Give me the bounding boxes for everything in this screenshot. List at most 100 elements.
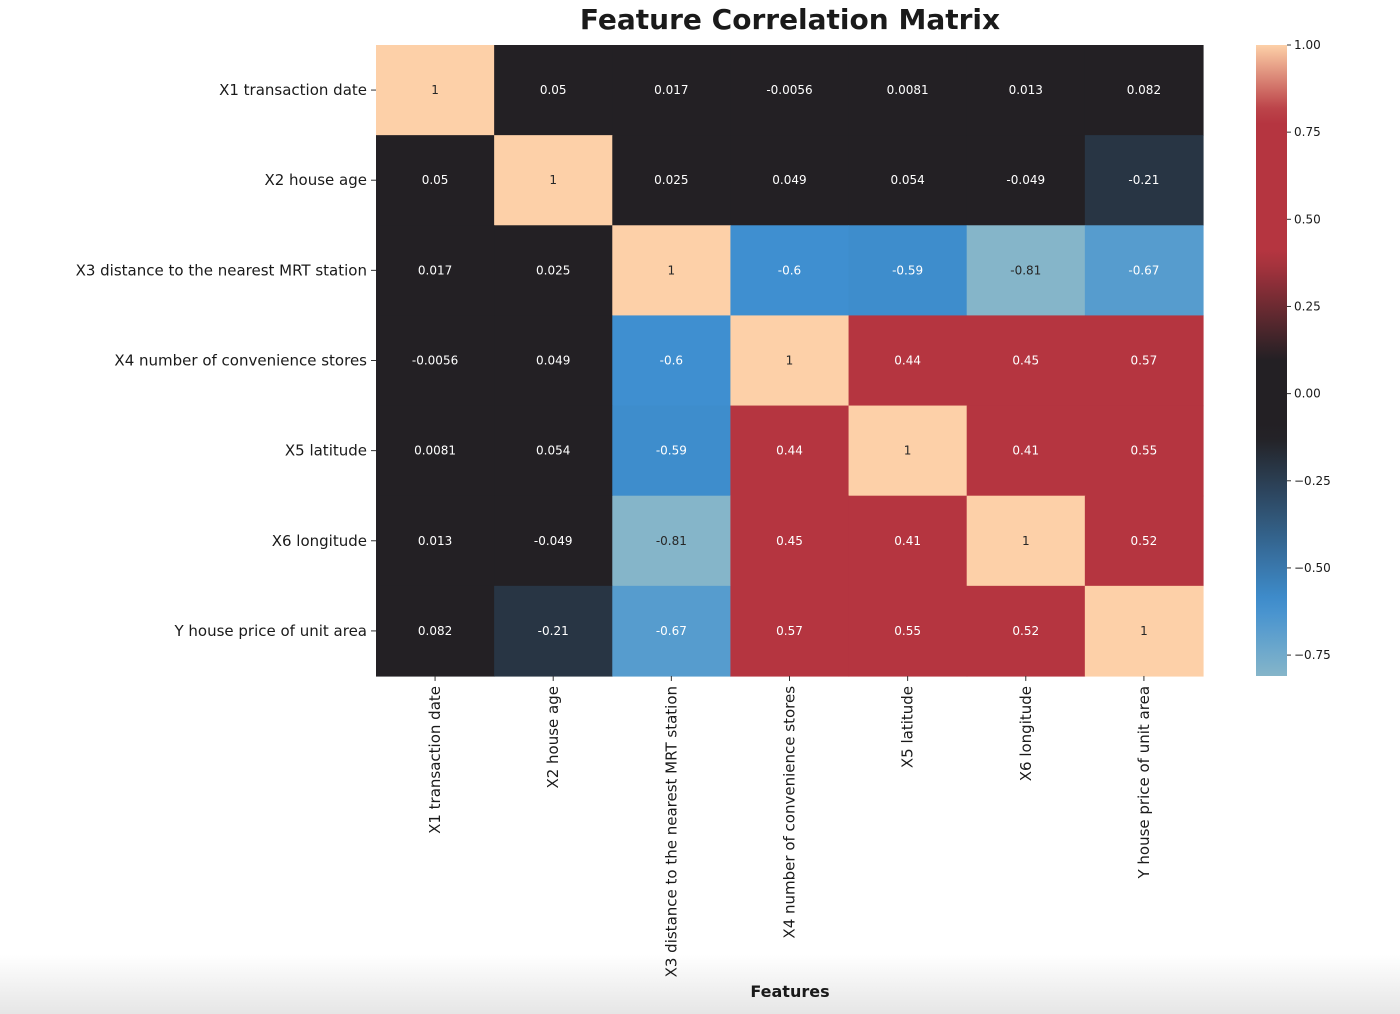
heatmap-cell bbox=[612, 495, 732, 587]
cell-annotation: 0.57 bbox=[776, 624, 803, 638]
y-tick-label: X1 transaction date bbox=[219, 81, 367, 99]
heatmap-cell bbox=[730, 45, 850, 136]
colorbar-ticks: 1.00 0.75 0.50 0.25 0.00 −0.25 −0.50 −0.75 bbox=[1287, 38, 1331, 662]
cell-annotation: -0.6 bbox=[660, 353, 683, 367]
cell-annotation: 0.55 bbox=[894, 624, 921, 638]
cell-annotation: 1 bbox=[431, 83, 439, 97]
x-tick-label: X5 latitude bbox=[899, 686, 917, 768]
cell-annotation: -0.67 bbox=[1128, 263, 1159, 277]
cell-annotation: 0.054 bbox=[890, 173, 924, 187]
heatmap-cell bbox=[494, 135, 613, 226]
cell-annotation: 1 bbox=[786, 353, 794, 367]
heatmap-cell bbox=[848, 585, 968, 677]
colorbar-tick-label: −0.75 bbox=[1294, 648, 1331, 662]
cell-annotation: 0.082 bbox=[1127, 83, 1161, 97]
colorbar bbox=[1256, 45, 1287, 676]
cell-annotation: 0.05 bbox=[422, 173, 449, 187]
cell-annotation: 1 bbox=[1140, 624, 1148, 638]
heatmap-cell bbox=[730, 585, 850, 677]
cell-annotation: 0.05 bbox=[540, 83, 567, 97]
cell-annotation: -0.81 bbox=[656, 534, 687, 548]
x-tick-labels: X1 transaction date X2 house age X3 distan… bbox=[426, 675, 1153, 977]
colorbar-tick-label: 0.75 bbox=[1294, 125, 1321, 139]
cell-annotation: -0.67 bbox=[656, 624, 687, 638]
heatmap-cell bbox=[730, 225, 850, 317]
heatmap-cell bbox=[1084, 225, 1204, 317]
heatmap-cell bbox=[494, 45, 613, 136]
cell-annotation: 0.025 bbox=[536, 263, 570, 277]
cell-annotation: 0.57 bbox=[1131, 353, 1158, 367]
heatmap-cell bbox=[730, 495, 850, 587]
heatmap-cell bbox=[376, 405, 495, 497]
cell-annotation: 0.017 bbox=[418, 263, 452, 277]
x-tick-label: X1 transaction date bbox=[426, 686, 444, 834]
heatmap-cell bbox=[966, 585, 1086, 677]
cell-annotation: 0.52 bbox=[1131, 534, 1158, 548]
cell-annotation: 0.44 bbox=[894, 353, 921, 367]
heatmap-cell bbox=[494, 405, 613, 497]
cell-annotation: 0.0081 bbox=[887, 83, 929, 97]
x-tick-label: X4 number of convenience stores bbox=[780, 686, 798, 939]
heatmap-cell bbox=[848, 225, 968, 317]
heatmap-cell bbox=[376, 585, 495, 677]
cell-annotation: 0.054 bbox=[536, 444, 570, 458]
cell-annotation: 1 bbox=[549, 173, 557, 187]
chart-title: Feature Correlation Matrix bbox=[580, 3, 1000, 36]
y-tick-label: X4 number of convenience stores bbox=[114, 351, 367, 369]
y-tick-label: Y house price of unit area bbox=[173, 622, 367, 640]
cell-annotation: -0.81 bbox=[1010, 263, 1041, 277]
cell-annotation: 0.45 bbox=[1012, 353, 1039, 367]
colorbar-tick-label: 0.25 bbox=[1294, 299, 1321, 313]
heatmap-cell bbox=[966, 405, 1086, 497]
heatmap-cell bbox=[1084, 495, 1204, 587]
colorbar-tick-label: −0.25 bbox=[1294, 474, 1331, 488]
heatmap-cell bbox=[376, 315, 495, 407]
heatmap-cell bbox=[848, 45, 968, 136]
cell-annotation: 0.0081 bbox=[414, 444, 456, 458]
heatmap-cell bbox=[966, 225, 1086, 317]
colorbar-tick-label: 1.00 bbox=[1294, 38, 1321, 52]
heatmap-cell bbox=[376, 495, 495, 587]
cell-annotation: 1 bbox=[668, 263, 676, 277]
heatmap-cell bbox=[966, 495, 1086, 587]
cell-annotation: -0.0056 bbox=[766, 83, 812, 97]
y-tick-label: X5 latitude bbox=[285, 442, 367, 460]
cell-annotation: 0.45 bbox=[776, 534, 803, 548]
heatmap-cell bbox=[494, 225, 613, 317]
cell-annotation: 0.41 bbox=[894, 534, 921, 548]
x-tick-label: X6 longitude bbox=[1017, 686, 1035, 781]
heatmap-cell bbox=[376, 45, 495, 136]
cell-annotation: -0.049 bbox=[534, 534, 573, 548]
y-tick-labels: X1 transaction date X2 house age X3 distan… bbox=[76, 81, 376, 640]
cell-annotation: -0.21 bbox=[1128, 173, 1159, 187]
y-tick-label: X6 longitude bbox=[272, 532, 367, 550]
colorbar-tick-label: −0.50 bbox=[1294, 561, 1331, 575]
heatmap-cell bbox=[376, 135, 495, 226]
heatmap-cell bbox=[612, 45, 732, 136]
heatmap-cell bbox=[376, 225, 495, 317]
colorbar-tick-label: 0.50 bbox=[1294, 212, 1321, 226]
cell-annotation: 0.41 bbox=[1012, 444, 1039, 458]
heatmap-cell bbox=[1084, 405, 1204, 497]
cell-annotation: 0.013 bbox=[418, 534, 452, 548]
heatmap-cell bbox=[1084, 315, 1204, 407]
cell-annotation: 0.082 bbox=[418, 624, 452, 638]
heatmap-cell bbox=[730, 405, 850, 497]
heatmap-cell bbox=[1084, 135, 1204, 226]
x-tick-label: X2 house age bbox=[544, 686, 562, 789]
cell-annotation: 0.52 bbox=[1012, 624, 1039, 638]
cell-annotation: 0.44 bbox=[776, 444, 803, 458]
cell-annotation: 0.025 bbox=[654, 173, 688, 187]
cell-annotation: -0.21 bbox=[538, 624, 569, 638]
heatmap-cell bbox=[730, 135, 850, 226]
colorbar-tick-label: 0.00 bbox=[1294, 387, 1321, 401]
heatmap-cell bbox=[848, 135, 968, 226]
heatmap-cell bbox=[1084, 585, 1204, 677]
heatmap-cell bbox=[494, 585, 613, 677]
x-tick-label: X3 distance to the nearest MRT station bbox=[662, 686, 680, 977]
cell-annotation: 0.017 bbox=[654, 83, 688, 97]
x-tick-label: Y house price of unit area bbox=[1135, 686, 1153, 880]
cell-annotation: -0.0056 bbox=[412, 353, 458, 367]
cell-annotation: -0.59 bbox=[892, 263, 923, 277]
heatmap-cell bbox=[612, 585, 732, 677]
